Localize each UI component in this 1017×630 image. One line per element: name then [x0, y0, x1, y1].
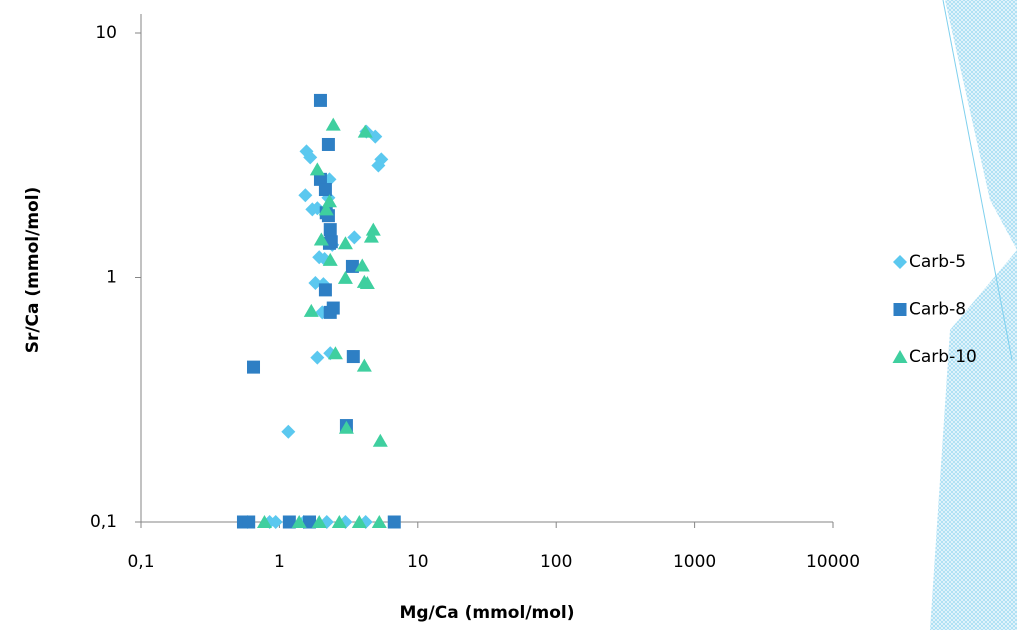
y-tick-label: 1: [106, 268, 117, 288]
point: [282, 515, 296, 529]
point: [268, 515, 283, 529]
point: [338, 420, 354, 434]
point: [321, 137, 335, 151]
point: [323, 305, 337, 319]
point: [247, 360, 261, 374]
point: [327, 346, 343, 360]
point: [337, 270, 353, 284]
point: [331, 515, 347, 528]
point: [368, 129, 383, 144]
x-tick-label: 0,1: [127, 552, 154, 572]
point: [363, 229, 379, 243]
point: [387, 515, 401, 529]
point: [345, 259, 359, 273]
legend-label: Carb-10: [909, 347, 977, 367]
point: [311, 515, 327, 528]
x-tick-label: 1000: [673, 552, 716, 572]
point: [256, 515, 272, 528]
x-tick-label: 10: [407, 552, 429, 572]
legend-marker: [893, 303, 907, 316]
y-tick-label: 0,1: [90, 512, 117, 532]
point: [359, 275, 375, 289]
point: [321, 194, 337, 208]
point: [354, 258, 370, 272]
point: [356, 358, 372, 372]
point: [318, 183, 332, 197]
y-axis-title: Sr/Ca (mmol/mol): [23, 187, 43, 354]
x-tick-label: 100: [540, 552, 572, 572]
point: [346, 350, 360, 364]
point: [322, 252, 338, 266]
point: [303, 303, 319, 317]
point: [303, 150, 318, 165]
legend-label: Carb-8: [909, 300, 966, 320]
point: [351, 515, 367, 528]
point: [302, 515, 316, 529]
legend-marker: [892, 350, 908, 363]
point: [322, 236, 336, 250]
point: [371, 515, 387, 528]
point: [291, 515, 307, 528]
point: [310, 350, 325, 365]
point: [365, 222, 381, 236]
point: [242, 515, 256, 529]
point: [372, 433, 388, 447]
legend-label: Carb-5: [909, 252, 966, 272]
point: [313, 232, 329, 246]
point: [318, 202, 334, 216]
point: [309, 162, 325, 176]
y-tick-label: 10: [95, 23, 117, 43]
x-tick-label: 1: [274, 552, 285, 572]
point: [318, 283, 332, 297]
x-axis-title: Mg/Ca (mmol/mol): [399, 603, 574, 623]
point: [323, 223, 337, 237]
point: [313, 93, 327, 107]
point: [298, 188, 313, 203]
point: [371, 158, 386, 173]
point: [325, 117, 341, 131]
point: [337, 236, 353, 250]
point: [281, 424, 296, 439]
decoration-line: [942, 0, 1013, 361]
legend-marker: [893, 255, 907, 269]
decoration: [930, 0, 1017, 630]
point: [313, 172, 327, 186]
point: [357, 124, 373, 138]
point: [347, 230, 362, 245]
x-tick-label: 10000: [806, 552, 860, 572]
